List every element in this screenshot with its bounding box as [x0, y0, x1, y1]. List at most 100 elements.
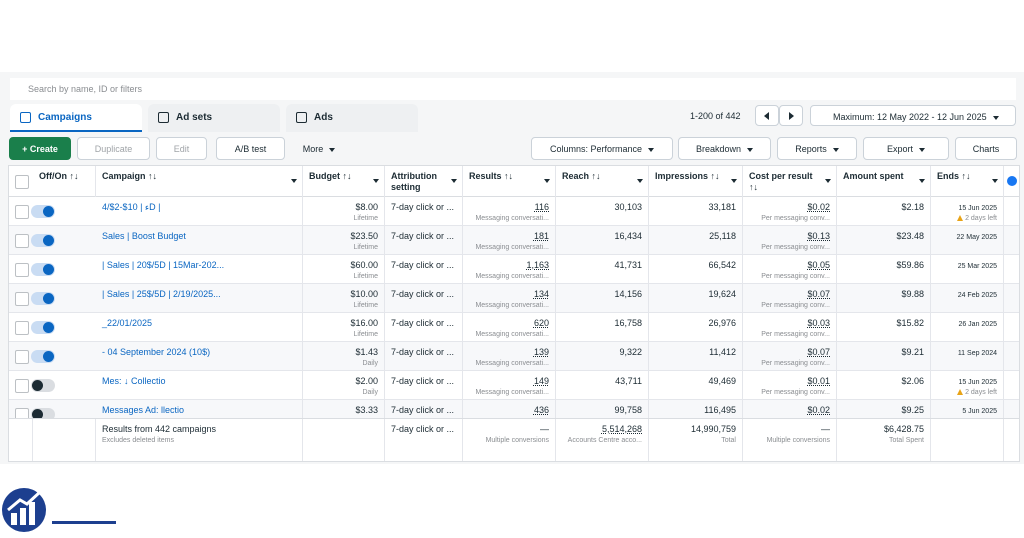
toolbar-button[interactable]: Export [863, 137, 949, 160]
footer-campaign: Results from 442 campaigns Excludes delet… [96, 419, 303, 461]
toolbar-button[interactable]: + Create [9, 137, 71, 160]
toggle[interactable] [31, 263, 55, 276]
ends-note: 2 days left [937, 215, 997, 222]
results-total: — [540, 424, 549, 434]
column-header[interactable]: Ends ↑↓ [931, 166, 1004, 197]
toolbar-button[interactable]: A/B test [216, 137, 285, 160]
caret [919, 147, 925, 152]
toolbar-button[interactable]: Breakdown [678, 137, 771, 160]
budget-note-text: Daily [362, 389, 378, 396]
tab-label: Ads [314, 112, 333, 123]
campaign-value[interactable]: Messages Ad: llectio [102, 405, 185, 415]
budget-note: Lifetime [309, 331, 378, 338]
toggle[interactable] [31, 234, 55, 247]
footer-reach: 5,514,268 Accounts Centre acco... [556, 419, 649, 461]
toolbar-button[interactable]: Edit [156, 137, 207, 160]
tab[interactable]: Campaigns [10, 104, 142, 132]
cell-spent: $9.88 [837, 284, 931, 313]
toggle-knob [43, 206, 54, 217]
cost-note-text: Per messaging conv... [761, 215, 830, 222]
column-header[interactable]: Cost per result ↑↓ [743, 166, 837, 197]
column-header[interactable]: Off/On ↑↓ [33, 166, 96, 197]
column-header[interactable]: Budget ↑↓ [303, 166, 385, 197]
budget-value: $3.33 [355, 405, 378, 415]
cell-impressions: 66,542 [649, 255, 743, 284]
results-note-text: Messaging conversati... [475, 302, 549, 309]
checkbox[interactable] [15, 205, 29, 219]
toggle-knob [43, 293, 54, 304]
campaign-value[interactable]: - 04 September 2024 (10$) [102, 347, 211, 357]
toggle[interactable] [31, 321, 55, 334]
date-range[interactable]: Maximum: 12 May 2022 - 12 Jun 2025 [810, 105, 1016, 126]
caret [825, 179, 831, 183]
column-header[interactable]: Impressions ↑↓ [649, 166, 743, 197]
toolbar-button[interactable]: More [293, 137, 345, 160]
campaign-value[interactable]: ء | 10$-2$/4D | [102, 202, 161, 212]
column-header[interactable]: Attribution setting [385, 166, 463, 197]
prev-page[interactable] [755, 105, 779, 126]
button-label: Columns: Performance [549, 144, 643, 154]
checkbox[interactable] [15, 321, 29, 335]
reach-value: 16,434 [614, 231, 642, 241]
column-header[interactable]: Campaign ↑↓ [96, 166, 303, 197]
add-column[interactable] [1007, 176, 1017, 186]
budget-note-text: Lifetime [353, 273, 378, 280]
cell-results: 149 Messaging conversati... [463, 371, 556, 400]
reach-value: 99,758 [614, 405, 642, 415]
checkbox[interactable] [15, 379, 29, 393]
campaign-value[interactable]: | Sales | 20$/5D | 15Mar-202... [102, 260, 225, 270]
toggle[interactable] [31, 408, 55, 421]
checkbox[interactable] [15, 292, 29, 306]
cell-cost: $0.02 [743, 400, 837, 429]
ends-value: 22 May 2025 [956, 234, 997, 241]
next-page[interactable] [779, 105, 803, 126]
toggle[interactable] [31, 205, 55, 218]
results-note-text: Messaging conversati... [475, 215, 549, 222]
checkbox[interactable] [15, 175, 29, 189]
cell-reach: 14,156 [556, 284, 649, 313]
tab[interactable]: Ad sets [148, 104, 280, 132]
cost-note: Per messaging conv... [749, 331, 830, 338]
footer-cost: — Multiple conversions [743, 419, 837, 461]
budget-note-text: Lifetime [353, 331, 378, 338]
checkbox[interactable] [15, 350, 29, 364]
cell-campaign: | Sales | 20$/5D | 15Mar-202... [96, 255, 303, 284]
attribution-value: 7-day click or ... [391, 289, 455, 299]
checkbox[interactable] [15, 263, 29, 277]
footer-spent: $6,428.75 Total Spent [837, 419, 931, 461]
checkbox[interactable] [15, 234, 29, 248]
cost-note-text: Per messaging conv... [761, 244, 830, 251]
column-header[interactable]: Results ↑↓ [463, 166, 556, 197]
toolbar-button[interactable]: Columns: Performance [531, 137, 673, 160]
toolbar-button[interactable]: Reports [777, 137, 857, 160]
campaign-value[interactable]: | Sales | 25$/5D | 2/19/2025... [102, 289, 221, 299]
toolbar-button[interactable]: Duplicate [77, 137, 150, 160]
cell-spent: $2.06 [837, 371, 931, 400]
impressions-total: 14,990,759 [690, 424, 736, 434]
cell-cost: $0.03 Per messaging conv... [743, 313, 837, 342]
tab[interactable]: Ads [286, 104, 418, 132]
search-box[interactable]: Search by name, ID or filters [10, 78, 1016, 100]
cost-value: $0.01 [807, 376, 830, 386]
toggle[interactable] [31, 292, 55, 305]
table-row: ء | 10$-2$/4D | $8.00 Lifetime 7-day click … [9, 197, 1019, 226]
footer-impressions: 14,990,759 Total [649, 419, 743, 461]
results-note: Messaging conversati... [469, 331, 549, 338]
campaign-value[interactable]: Sales | Boost Budget [102, 231, 186, 241]
toggle[interactable] [31, 379, 55, 392]
campaign-value[interactable]: Mes: ↓ Collectio [102, 376, 166, 386]
header-row: Off/On ↑↓ Campaign ↑↓ Budget ↑↓ Attribution… [9, 166, 1019, 197]
toolbar-button[interactable]: Charts [955, 137, 1017, 160]
cell-cost: $0.05 Per messaging conv... [743, 255, 837, 284]
cell-impressions: 19,624 [649, 284, 743, 313]
column-header[interactable]: Amount spent [837, 166, 931, 197]
caret [544, 179, 550, 183]
caret [832, 147, 839, 152]
toggle[interactable] [31, 350, 55, 363]
attribution-value: 7-day click or ... [391, 260, 455, 270]
campaign-value[interactable]: _22/01/2025 [102, 318, 153, 328]
results-note-text: Messaging conversati... [475, 244, 549, 251]
cost-value: $0.02 [807, 405, 830, 415]
column-header[interactable]: Reach ↑↓ [556, 166, 649, 197]
